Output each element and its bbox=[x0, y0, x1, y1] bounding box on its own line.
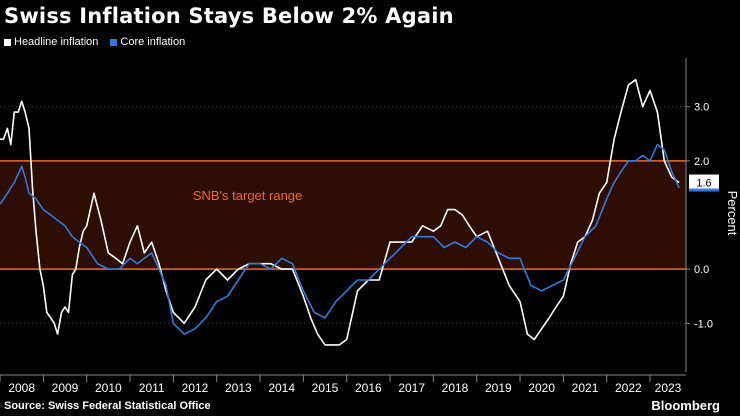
legend-swatch-core bbox=[110, 38, 118, 46]
bloomberg-logo: Bloomberg bbox=[651, 398, 720, 413]
x-tick-label-2020: 2020 bbox=[528, 381, 555, 395]
y-tick-label-1: 2.0 bbox=[694, 156, 709, 168]
x-tick-label-2022: 2022 bbox=[615, 381, 642, 395]
x-tick-label-2018: 2018 bbox=[442, 381, 469, 395]
last-value-badge bbox=[689, 174, 719, 190]
x-tick-label-2023: 2023 bbox=[655, 381, 682, 395]
x-tick-label-2011: 2011 bbox=[139, 381, 165, 395]
x-tick-label-2019: 2019 bbox=[485, 381, 512, 395]
legend: Headline inflation Core inflation bbox=[4, 36, 185, 48]
y-axis-title: Percent bbox=[725, 191, 740, 236]
source-note: Source: Swiss Federal Statistical Office bbox=[4, 400, 211, 412]
x-tick-label-2014: 2014 bbox=[268, 381, 295, 395]
legend-item-headline: Headline inflation bbox=[4, 36, 98, 48]
y-tick-label-3: -1.0 bbox=[694, 318, 713, 330]
x-tick-label-2012: 2012 bbox=[182, 381, 209, 395]
x-tick-label-2013: 2013 bbox=[225, 381, 252, 395]
y-tick-label-0: 3.0 bbox=[694, 102, 709, 114]
chart-title: Swiss Inflation Stays Below 2% Again bbox=[4, 4, 454, 28]
x-tick-label-2017: 2017 bbox=[398, 381, 425, 395]
x-tick-label-2016: 2016 bbox=[355, 381, 382, 395]
series-line-core bbox=[0, 143, 680, 335]
target-range-band bbox=[0, 160, 686, 270]
legend-label-headline: Headline inflation bbox=[14, 36, 99, 48]
last-value-label: 1.6 bbox=[696, 178, 711, 190]
last-value-badge-core-strip bbox=[689, 188, 719, 192]
legend-item-core: Core inflation bbox=[110, 36, 185, 48]
x-tick-label-2021: 2021 bbox=[572, 381, 599, 395]
x-tick-label-2009: 2009 bbox=[52, 381, 79, 395]
series-line-headline bbox=[0, 78, 680, 346]
y-tick-label-2: 0.0 bbox=[694, 264, 709, 276]
x-tick-label-2008: 2008 bbox=[8, 381, 35, 395]
x-tick-label-2010: 2010 bbox=[95, 381, 122, 395]
legend-swatch-headline bbox=[4, 38, 11, 46]
target-range-annotation: SNB's target range bbox=[193, 188, 302, 203]
x-tick-label-2015: 2015 bbox=[312, 381, 339, 395]
legend-label-core: Core inflation bbox=[120, 36, 186, 48]
